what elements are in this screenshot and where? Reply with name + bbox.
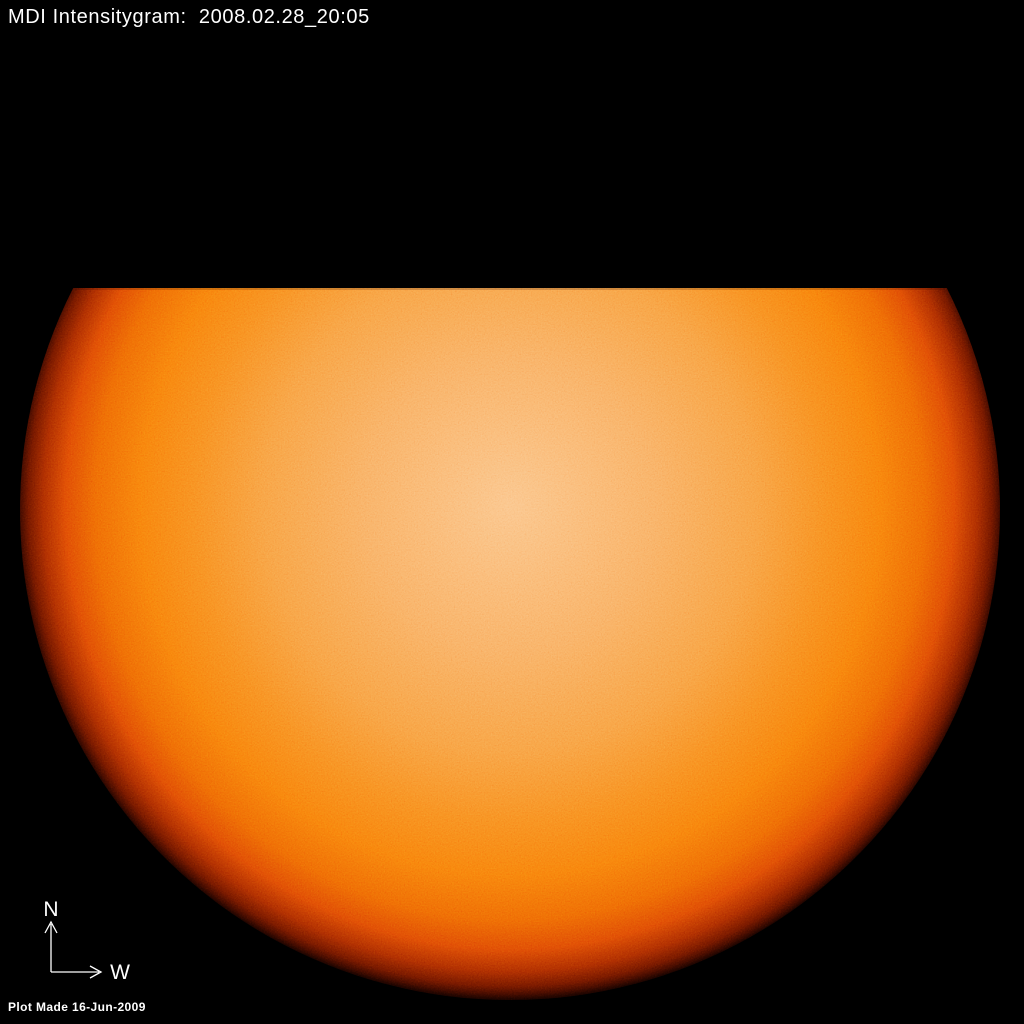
north-arrowhead-icon: [44, 920, 58, 934]
compass-north-label: N: [43, 898, 58, 921]
sun-granulation-texture: [19, 288, 1000, 1001]
image-title: MDI Intensitygram: 2008.02.28_20:05: [8, 6, 370, 28]
orientation-compass: N W: [43, 898, 130, 984]
compass-west-label: W: [110, 961, 130, 984]
plot-made-caption: Plot Made 16-Jun-2009: [8, 1000, 146, 1014]
west-arrowhead-icon: [89, 965, 103, 979]
